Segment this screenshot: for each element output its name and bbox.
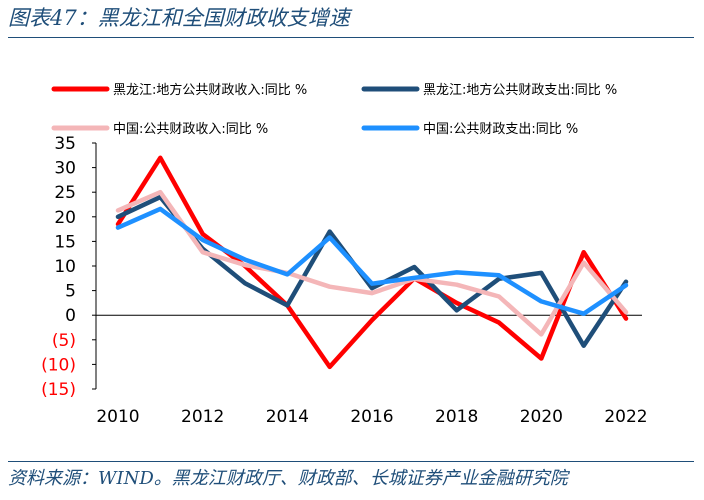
source-divider: [8, 461, 694, 462]
y-tick-label: (15): [41, 380, 76, 400]
x-tick-label: 2012: [181, 407, 224, 427]
source-note: 资料来源：WIND。黑龙江财政厅、财政部、长城证券产业金融研究院: [8, 468, 568, 489]
series-line-3: [115, 189, 629, 337]
x-tick-label: 2010: [96, 407, 139, 427]
title-divider: [8, 37, 694, 38]
x-tick-label: 2018: [435, 407, 478, 427]
line-chart: 黑龙江:地方公共财政收入:同比 % 黑龙江:地方公共财政支出:同比 % 中国:公共财…: [41, 82, 648, 427]
x-tick-label: 2016: [350, 407, 393, 427]
x-tick-label: 2020: [520, 407, 563, 427]
chart-axes: 35 30 25 20 15 10 5 0 (5) (10) (15) 2010 2012 2014 201…: [41, 134, 648, 427]
series-line-1: [115, 155, 629, 370]
legend-label: 黑龙江:地方公共财政支出:同比 %: [423, 82, 617, 98]
y-tick-label: 30: [54, 159, 76, 179]
chart-series: [115, 155, 629, 370]
legend-label: 中国:公共财政支出:同比 %: [423, 122, 578, 137]
y-tick-label: 5: [65, 282, 76, 302]
legend-label: 中国:公共财政收入:同比 %: [113, 122, 268, 137]
y-tick-label: 25: [54, 183, 76, 203]
x-tick-label: 2014: [266, 407, 309, 427]
y-tick-label: 0: [65, 306, 76, 326]
y-tick-label: 35: [54, 134, 76, 154]
y-tick-label: (5): [52, 331, 76, 351]
x-tick-label: 2022: [604, 407, 647, 427]
y-tick-label: 10: [54, 257, 76, 277]
chart-legend: 黑龙江:地方公共财政收入:同比 % 黑龙江:地方公共财政支出:同比 % 中国:公共财…: [51, 82, 617, 137]
legend-label: 黑龙江:地方公共财政收入:同比 %: [113, 82, 307, 98]
y-tick-label: 20: [54, 208, 76, 228]
series-line-4: [115, 206, 629, 316]
figure-title: 图表47：黑龙江和全国财政收支增速: [8, 6, 350, 30]
y-tick-label: (10): [41, 355, 76, 375]
y-tick-label: 15: [54, 232, 76, 252]
